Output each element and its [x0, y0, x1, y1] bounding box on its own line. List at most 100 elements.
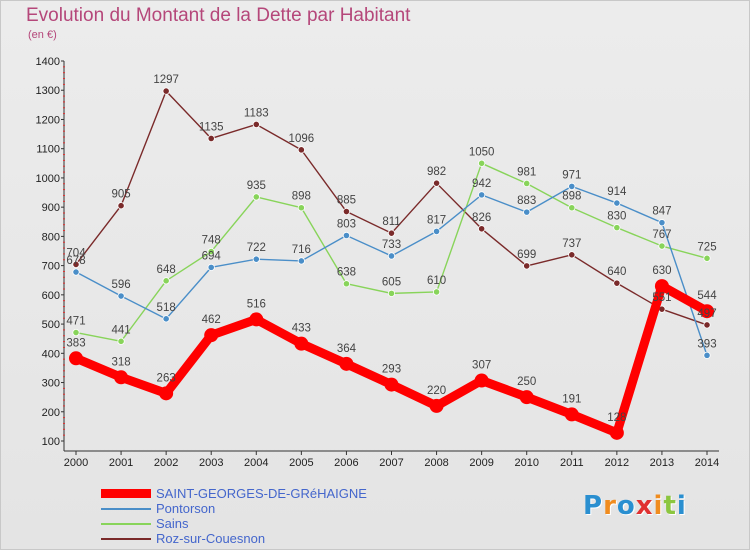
data-label: 942	[472, 178, 491, 190]
x-tick-label: 2002	[154, 457, 178, 469]
y-tick-label: 1300	[36, 85, 60, 97]
y-tick-label: 1200	[36, 114, 60, 126]
data-label: 605	[382, 276, 401, 288]
data-label: 393	[697, 338, 716, 350]
data-label: 914	[607, 186, 627, 198]
data-point	[613, 199, 621, 207]
x-tick-label: 2008	[424, 457, 448, 469]
y-tick-label: 1000	[36, 173, 60, 185]
series-layer	[69, 87, 714, 440]
data-label: 826	[472, 212, 491, 224]
data-label: 191	[562, 393, 581, 405]
data-label: 811	[382, 216, 400, 228]
data-point	[658, 242, 666, 250]
data-point	[429, 398, 444, 413]
legend-label: Pontorson	[156, 501, 216, 516]
x-tick-label: 2005	[289, 457, 313, 469]
data-label: 817	[427, 214, 446, 226]
x-tick-label: 2011	[560, 457, 584, 469]
data-label: 1050	[469, 146, 495, 158]
data-label: 1096	[289, 133, 315, 145]
data-label: 733	[382, 239, 401, 251]
data-label: 364	[337, 343, 357, 355]
data-point	[342, 231, 351, 240]
data-point	[387, 289, 396, 297]
data-point	[564, 407, 579, 422]
data-label: 803	[337, 219, 356, 231]
data-point	[342, 207, 351, 216]
data-label: 610	[427, 275, 446, 287]
data-point	[478, 191, 486, 199]
data-point	[703, 351, 711, 359]
data-point	[204, 328, 219, 343]
data-label: 544	[697, 290, 717, 302]
data-label: 250	[517, 376, 536, 388]
legend-item: Roz-sur-Couesnon	[101, 531, 367, 546]
data-label: 1183	[244, 107, 269, 119]
data-point	[700, 304, 714, 319]
data-point	[519, 390, 534, 405]
data-point	[117, 292, 125, 300]
data-label: 830	[607, 211, 626, 223]
data-point	[568, 204, 576, 212]
data-point	[339, 356, 354, 371]
x-tick-label: 2010	[514, 457, 538, 469]
data-label: 220	[427, 385, 446, 397]
data-point	[342, 280, 351, 288]
data-point	[249, 312, 264, 327]
data-point	[613, 224, 621, 232]
data-label: 462	[202, 314, 221, 326]
data-point	[207, 263, 215, 271]
data-labels-layer: 704 905 1297 1135 1183 1096 885 811 982 826 699 737…	[66, 74, 717, 424]
y-tick-label: 200	[42, 407, 60, 419]
data-point	[297, 257, 305, 265]
data-point	[252, 120, 260, 129]
data-point	[72, 260, 80, 269]
data-point	[114, 370, 129, 385]
data-label: 935	[247, 180, 266, 192]
data-label: 318	[111, 356, 130, 368]
data-point	[654, 279, 669, 294]
data-label: 293	[382, 364, 401, 376]
data-point	[297, 204, 305, 212]
data-label: 971	[562, 169, 581, 181]
x-tick-label: 2006	[334, 457, 358, 469]
data-label: 694	[202, 250, 222, 262]
data-point	[162, 315, 170, 323]
data-label: 883	[517, 195, 536, 207]
data-point	[387, 229, 396, 237]
data-label: 471	[66, 316, 85, 328]
data-label: 704	[66, 247, 86, 259]
data-label: 748	[202, 235, 221, 247]
x-tick-label: 2004	[244, 457, 268, 469]
data-label: 898	[562, 191, 581, 203]
data-point	[658, 219, 666, 227]
data-point	[117, 337, 125, 345]
data-label: 722	[247, 242, 266, 254]
data-label: 898	[292, 191, 311, 203]
x-tick-label: 2013	[650, 457, 674, 469]
data-point	[613, 279, 621, 287]
data-label: 885	[337, 195, 356, 207]
x-tick-label: 2000	[64, 457, 88, 469]
data-label: 982	[427, 166, 446, 178]
data-label: 551	[652, 292, 671, 304]
legend-label: SAINT-GEORGES-DE-GRéHAIGNE	[156, 486, 367, 501]
data-point	[568, 251, 576, 259]
legend-swatch	[101, 489, 151, 498]
data-point	[159, 386, 174, 401]
x-tick-label: 2014	[695, 457, 719, 469]
y-tick-label: 400	[42, 348, 60, 360]
data-label: 516	[247, 298, 266, 310]
legend-label: Roz-sur-Couesnon	[156, 531, 266, 546]
data-label: 767	[652, 229, 671, 241]
data-point	[432, 227, 441, 236]
legend-item: Sains	[101, 516, 367, 531]
data-point	[609, 425, 624, 440]
data-label: 638	[337, 267, 356, 279]
legend-label: Sains	[156, 516, 189, 531]
data-point	[294, 336, 309, 351]
data-point	[432, 179, 441, 187]
data-point	[162, 87, 170, 95]
